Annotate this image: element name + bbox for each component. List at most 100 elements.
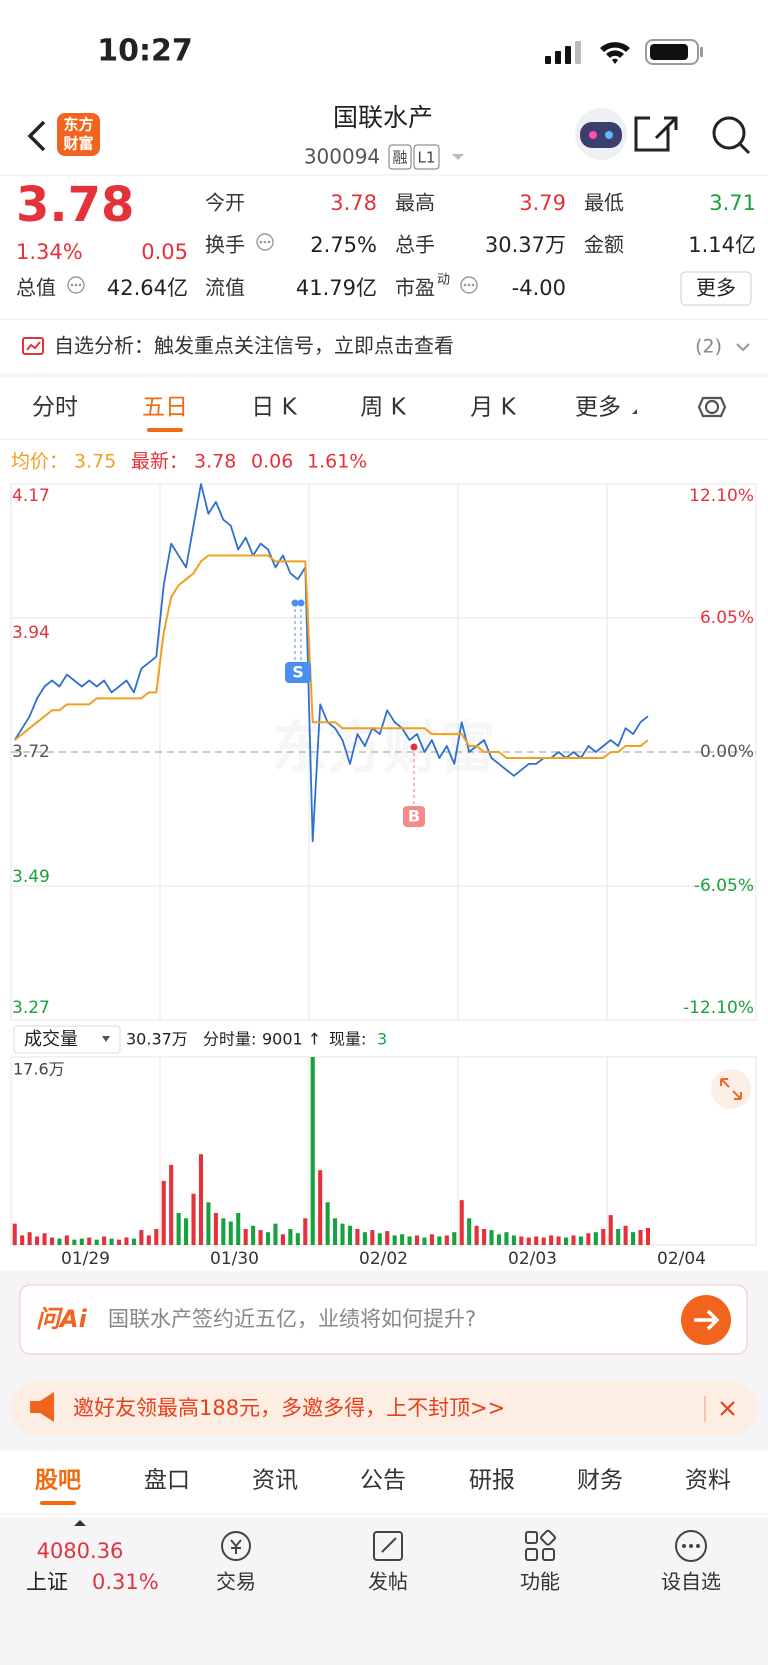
robot-avatar[interactable] xyxy=(575,108,627,160)
y-tick-label: 4.17 xyxy=(12,486,50,506)
ai-input[interactable] xyxy=(19,1284,748,1355)
index-value[interactable]: 4080.36 xyxy=(37,1539,124,1563)
volume-bar xyxy=(161,1180,166,1245)
content-tab[interactable]: 资料 xyxy=(685,1468,731,1494)
banner-close[interactable] xyxy=(720,1401,735,1416)
volume-bar xyxy=(79,1238,84,1245)
stock-name: 国联水产 xyxy=(333,103,433,132)
volume-info: 30.37万 分时量: 9001 ↑ 现量: 3 xyxy=(126,1030,387,1049)
volume-bar xyxy=(288,1228,293,1245)
volume-bar xyxy=(154,1228,159,1245)
back-button[interactable] xyxy=(27,120,46,152)
price-line xyxy=(13,483,649,843)
content-tab[interactable]: 公告 xyxy=(360,1468,406,1494)
volume-bar xyxy=(139,1230,144,1245)
volume-bar xyxy=(236,1212,241,1245)
volume-bar xyxy=(437,1236,442,1245)
content-tab[interactable]: 资讯 xyxy=(252,1468,298,1494)
legend-avg-label: 均价： xyxy=(11,451,68,473)
last-price: 3.78 xyxy=(16,177,134,233)
footer-action[interactable]: 设自选 xyxy=(661,1570,721,1594)
volume-selector-label: 成交量 xyxy=(24,1029,78,1050)
volume-bar xyxy=(571,1235,576,1245)
volume-bar xyxy=(57,1238,62,1245)
volume-bar xyxy=(169,1164,174,1245)
period-tab[interactable]: 五日 xyxy=(142,395,188,421)
field-value: 3.78 xyxy=(330,191,377,215)
invite-banner[interactable] xyxy=(11,1381,757,1436)
dropdown-arrow[interactable] xyxy=(452,154,464,160)
volume-bar xyxy=(27,1232,32,1245)
share-button[interactable] xyxy=(634,116,678,152)
field-value: 3.71 xyxy=(709,191,756,215)
settings-button[interactable] xyxy=(697,396,727,418)
volume-bar xyxy=(176,1212,181,1245)
expand-arrow[interactable] xyxy=(736,343,750,352)
volume-bar xyxy=(221,1218,226,1245)
footer-action[interactable]: 功能 xyxy=(520,1570,560,1594)
volume-bar xyxy=(273,1223,278,1245)
volume-lot-label: 分时量: xyxy=(203,1030,256,1049)
volume-bar xyxy=(310,1057,315,1245)
index-arrow xyxy=(74,1520,86,1526)
volume-bar xyxy=(489,1230,494,1245)
y2-tick-label: 12.10% xyxy=(689,486,754,506)
y2-tick-label: 6.05% xyxy=(700,608,754,628)
footer-actions: 交易 发帖 功能 设自选 xyxy=(216,1570,721,1594)
badge-text: 融 xyxy=(392,149,407,167)
footer-icons xyxy=(221,1529,707,1562)
signal-dot xyxy=(410,743,418,751)
volume-bar xyxy=(102,1236,107,1245)
signal-dot xyxy=(297,599,305,607)
buy-marker[interactable] xyxy=(403,806,425,827)
period-tab[interactable]: 月 K xyxy=(470,395,516,421)
content-tab[interactable]: 盘口 xyxy=(144,1468,190,1494)
period-tabs: 分时 五日 日 K 周 K 月 K 更多 xyxy=(32,395,621,432)
volume-chart: 17.6万 xyxy=(10,1056,757,1246)
volume-bar xyxy=(459,1200,464,1245)
volume-selector[interactable] xyxy=(13,1025,121,1054)
period-tab[interactable]: 更多 xyxy=(575,395,621,421)
volume-bar xyxy=(362,1232,367,1245)
footer-action[interactable]: 发帖 xyxy=(368,1570,408,1594)
volume-bar xyxy=(280,1234,285,1245)
y-tick-label: 3.72 xyxy=(12,742,50,762)
volume-bar xyxy=(20,1235,25,1245)
sell-marker[interactable] xyxy=(285,662,311,683)
period-tab[interactable]: 日 K xyxy=(251,395,297,421)
period-tab[interactable]: 周 K xyxy=(360,395,406,421)
content-tab[interactable]: 研报 xyxy=(469,1468,515,1494)
analysis-text[interactable]: 自选分析：触发重点关注信号，立即点击查看 xyxy=(54,334,454,358)
analysis-count: (2) xyxy=(695,336,722,358)
volume-bar xyxy=(392,1235,397,1245)
x-tick-label: 01/29 xyxy=(61,1249,110,1269)
period-tab[interactable]: 分时 xyxy=(32,395,78,421)
volume-bar xyxy=(303,1218,308,1245)
volume-bar xyxy=(318,1170,323,1245)
volume-bar xyxy=(586,1233,591,1245)
y2-tick-label: -6.05% xyxy=(694,876,754,896)
ai-prompt: 国联水产签约近五亿，业绩将如何提升? xyxy=(108,1307,476,1331)
volume-bar xyxy=(601,1228,606,1245)
search-button[interactable] xyxy=(712,116,751,155)
volume-bar xyxy=(407,1236,412,1245)
more-button[interactable] xyxy=(680,271,752,306)
volume-bar xyxy=(109,1238,114,1245)
status-time: 10:27 xyxy=(97,34,193,69)
volume-bar xyxy=(519,1236,524,1245)
volume-bar xyxy=(511,1235,516,1245)
legend-avg: 3.75 xyxy=(74,451,116,473)
volume-lot: 9001 ↑ xyxy=(262,1030,321,1049)
field-label: 金额 xyxy=(584,233,624,257)
fullscreen-button[interactable] xyxy=(711,1069,751,1109)
field-value: 41.79亿 xyxy=(296,276,377,300)
volume-bar xyxy=(243,1228,248,1245)
content-tab[interactable]: 财务 xyxy=(577,1468,623,1494)
content-tab[interactable]: 股吧 xyxy=(35,1468,81,1494)
footer-action[interactable]: 交易 xyxy=(216,1570,256,1594)
volume-bar xyxy=(482,1228,487,1245)
analysis-icon xyxy=(22,337,44,355)
volume-bar xyxy=(534,1236,539,1245)
